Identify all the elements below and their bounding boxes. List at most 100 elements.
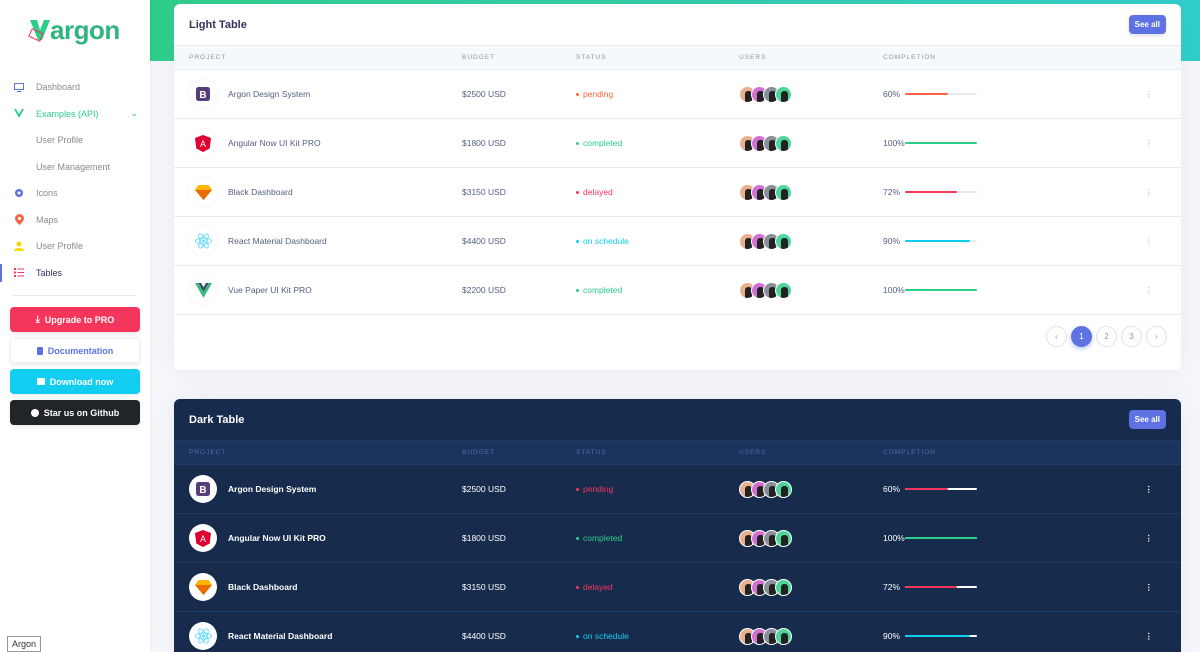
project-name[interactable]: Argon Design System	[228, 484, 317, 494]
pagination-page-2[interactable]: 2	[1096, 326, 1117, 347]
download-now-button[interactable]: Download now	[10, 369, 140, 394]
status-dot-icon	[576, 142, 579, 146]
pagination: ‹ 1 2 3 ›	[1046, 326, 1167, 347]
brand-name: argon	[50, 14, 120, 45]
status-badge: pending	[576, 89, 739, 99]
see-all-button[interactable]: See all	[1128, 15, 1166, 34]
row-actions-menu-icon[interactable]: ⋮	[1144, 137, 1154, 148]
column-header-budget[interactable]: BUDGET	[462, 449, 496, 456]
table-row[interactable]: Black Dashboard $3150 USD delayed 72% ⋮	[174, 168, 1181, 217]
sidebar-item-label: Tables	[36, 267, 63, 278]
users-cell	[739, 134, 883, 152]
project-name[interactable]: React Material Dashboard	[228, 236, 327, 246]
status-dot-icon	[576, 635, 579, 639]
project-name[interactable]: Argon Design System	[228, 89, 311, 99]
github-icon	[30, 408, 39, 417]
svg-text:A: A	[200, 139, 206, 149]
budget-cell: $1800 USD	[462, 138, 506, 148]
completion-cell: 100%	[883, 138, 1123, 148]
project-name[interactable]: Angular Now UI Kit PRO	[228, 138, 321, 148]
avatar[interactable]	[775, 578, 792, 596]
table-row[interactable]: React Material Dashboard $4400 USD on sche…	[174, 612, 1181, 652]
avatar[interactable]	[775, 529, 792, 547]
sidebar-item-examples[interactable]: Examples (API) ⌄	[0, 101, 150, 128]
avatar[interactable]	[775, 281, 792, 299]
sketch-logo-icon	[189, 573, 217, 601]
sidebar-subitem-user-profile[interactable]: User Profile	[0, 127, 150, 154]
see-all-button[interactable]: See all	[1128, 410, 1166, 429]
sidebar-item-icons[interactable]: Icons	[0, 180, 150, 207]
sidebar-divider	[12, 295, 136, 296]
sidebar-item-dashboard[interactable]: Dashboard	[0, 74, 150, 101]
table-row[interactable]: Black Dashboard $3150 USD delayed 72% ⋮	[174, 563, 1181, 612]
column-header-project[interactable]: PROJECT	[189, 449, 227, 456]
sidebar-subitem-user-management[interactable]: User Management	[0, 154, 150, 181]
project-cell: React Material Dashboard	[174, 622, 462, 650]
svg-text:A: A	[200, 534, 206, 544]
pagination-page-1[interactable]: 1	[1071, 326, 1092, 347]
pagination-next-button[interactable]: ›	[1146, 326, 1167, 347]
column-header-users[interactable]: USERS	[739, 449, 767, 456]
column-header-project[interactable]: PROJECT	[189, 54, 227, 61]
bootstrap-logo-icon: B	[189, 80, 217, 108]
column-header-status[interactable]: STATUS	[576, 54, 607, 61]
row-actions-menu-icon[interactable]: ⋮	[1144, 88, 1154, 99]
status-label: delayed	[583, 187, 613, 197]
table-body: B Argon Design System $2500 USD pending 60% ⋮…	[174, 465, 1181, 652]
row-actions-menu-icon[interactable]: ⋮	[1144, 630, 1154, 641]
avatar[interactable]	[775, 232, 792, 250]
avatar[interactable]	[775, 134, 792, 152]
completion-cell: 60%	[883, 89, 1123, 99]
table-row[interactable]: B Argon Design System $2500 USD pending 60% ⋮	[174, 465, 1181, 514]
react-logo-icon	[189, 227, 217, 255]
column-header-completion[interactable]: COMPLETION	[883, 449, 936, 456]
table-row[interactable]: A Angular Now UI Kit PRO $1800 USD complete…	[174, 514, 1181, 563]
star-on-github-button[interactable]: Star us on Github	[10, 400, 140, 425]
status-badge: completed	[576, 138, 739, 148]
table-row[interactable]: A Angular Now UI Kit PRO $1800 USD complete…	[174, 119, 1181, 168]
project-cell: Vue Paper UI Kit PRO	[174, 276, 462, 304]
pagination-page-3[interactable]: 3	[1121, 326, 1142, 347]
project-name[interactable]: Black Dashboard	[228, 187, 293, 197]
project-name[interactable]: Angular Now UI Kit PRO	[228, 533, 326, 543]
avatar[interactable]	[775, 627, 792, 645]
project-name[interactable]: Vue Paper UI Kit PRO	[228, 285, 312, 295]
pagination-prev-button[interactable]: ‹	[1046, 326, 1067, 347]
status-dot-icon	[576, 537, 579, 541]
progress-bar	[905, 191, 977, 193]
row-actions-menu-icon[interactable]: ⋮	[1144, 483, 1154, 494]
sidebar-item-label: User Profile	[36, 135, 84, 146]
row-actions-menu-icon[interactable]: ⋮	[1144, 532, 1154, 543]
column-header-completion[interactable]: COMPLETION	[883, 54, 936, 61]
table-row[interactable]: Vue Paper UI Kit PRO $2200 USD completed 10…	[174, 266, 1181, 315]
project-name[interactable]: React Material Dashboard	[228, 631, 333, 641]
column-header-users[interactable]: USERS	[739, 54, 767, 61]
svg-text:B: B	[199, 90, 206, 101]
row-actions-menu-icon[interactable]: ⋮	[1144, 284, 1154, 295]
completion-percent: 100%	[883, 533, 905, 543]
avatar[interactable]	[775, 480, 792, 498]
row-actions-menu-icon[interactable]: ⋮	[1144, 186, 1154, 197]
card-header: Dark Table See all	[174, 399, 1181, 440]
row-actions-menu-icon[interactable]: ⋮	[1144, 581, 1154, 592]
column-header-status[interactable]: STATUS	[576, 449, 607, 456]
users-cell	[739, 281, 883, 299]
avatar[interactable]	[775, 85, 792, 103]
status-label: completed	[583, 285, 623, 295]
project-name[interactable]: Black Dashboard	[228, 582, 298, 592]
status-label: completed	[583, 533, 623, 543]
avatar[interactable]	[775, 183, 792, 201]
documentation-button[interactable]: Documentation	[10, 338, 140, 363]
upgrade-to-pro-button[interactable]: ⤓ Upgrade to PRO	[10, 307, 140, 332]
sidebar-item-maps[interactable]: Maps	[0, 207, 150, 234]
brand-logo[interactable]: argon	[28, 14, 120, 46]
button-label: Download now	[49, 376, 114, 387]
user-icon	[0, 241, 36, 252]
sidebar-item-user-profile[interactable]: User Profile	[0, 233, 150, 260]
row-actions-menu-icon[interactable]: ⋮	[1144, 235, 1154, 246]
table-row[interactable]: React Material Dashboard $4400 USD on sche…	[174, 217, 1181, 266]
table-row[interactable]: B Argon Design System $2500 USD pending 60% ⋮	[174, 70, 1181, 119]
sidebar-item-tables[interactable]: Tables	[0, 260, 150, 287]
download-icon: ⤓	[35, 314, 40, 324]
column-header-budget[interactable]: BUDGET	[462, 54, 496, 61]
